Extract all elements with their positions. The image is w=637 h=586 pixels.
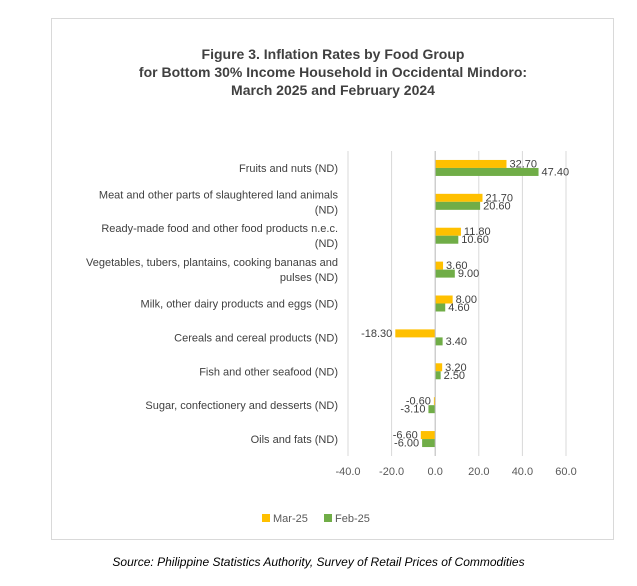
x-tick-label: 0.0 [428, 466, 443, 478]
legend-label: Mar-25 [273, 513, 308, 525]
category-label: Vegetables, tubers, plantains, cooking b… [86, 257, 338, 269]
chart-frame: Figure 3. Inflation Rates by Food Group f… [51, 18, 614, 540]
bar-mar-25 [395, 329, 436, 338]
x-tick-label: -40.0 [335, 466, 360, 478]
category-label: Oils and fats (ND) [251, 434, 338, 446]
inflation-bar-chart: Figure 3. Inflation Rates by Food Group f… [86, 46, 577, 525]
x-tick-label: 40.0 [512, 466, 533, 478]
bar-mar-25 [435, 261, 444, 270]
x-tick-label: -20.0 [379, 466, 404, 478]
data-label: 8.00 [456, 294, 477, 306]
source-note: Source: Philippine Statistics Authority,… [112, 555, 525, 569]
bar-mar-25 [435, 193, 483, 202]
legend-swatch-mar-25 [262, 514, 270, 522]
bar-feb-25 [435, 371, 441, 380]
data-label: -3.10 [400, 404, 425, 416]
chart-title-line: Figure 3. Inflation Rates by Food Group [202, 46, 465, 62]
bar-mar-25 [420, 431, 436, 440]
data-label: 3.40 [446, 336, 467, 348]
x-tick-label: 20.0 [468, 466, 489, 478]
category-label: pulses (ND) [280, 272, 338, 284]
data-label: 47.40 [542, 166, 570, 178]
x-tick-label: 60.0 [555, 466, 576, 478]
bar-feb-25 [435, 269, 455, 278]
category-label: Milk, other dairy products and eggs (ND) [141, 299, 338, 311]
bar-feb-25 [435, 337, 443, 346]
bar-mar-25 [435, 159, 507, 168]
data-label: 20.60 [483, 200, 511, 212]
bar-feb-25 [422, 439, 436, 448]
bar-feb-25 [435, 303, 446, 312]
chart-title-line: for Bottom 30% Income Household in Occid… [139, 64, 527, 80]
data-label: 2.50 [444, 370, 465, 382]
bar-mar-25 [435, 295, 453, 304]
data-label: 32.70 [509, 158, 537, 170]
category-label: Fruits and nuts (ND) [239, 163, 338, 175]
data-label: 4.60 [448, 302, 469, 314]
category-label: (ND) [315, 238, 338, 250]
data-label: 11.80 [464, 226, 491, 238]
data-label: 9.00 [458, 268, 479, 280]
chart-title-line: March 2025 and February 2024 [231, 82, 435, 98]
category-label: Meat and other parts of slaughtered land… [99, 189, 339, 201]
data-label: -6.00 [394, 438, 419, 450]
data-label: 10.60 [461, 234, 489, 246]
category-label: Cereals and cereal products (ND) [174, 332, 338, 344]
bar-feb-25 [435, 235, 459, 244]
category-label: Fish and other seafood (ND) [199, 366, 338, 378]
bar-feb-25 [435, 167, 539, 176]
legend-swatch-feb-25 [324, 514, 332, 522]
data-label: -18.30 [361, 328, 392, 340]
bar-feb-25 [435, 201, 481, 210]
bar-feb-25 [428, 405, 436, 414]
data-label: 21.70 [486, 192, 514, 204]
bar-mar-25 [433, 397, 436, 406]
category-label: Sugar, confectionery and desserts (ND) [145, 400, 338, 412]
data-label: -0.60 [406, 396, 431, 408]
category-label: Ready-made food and other food products … [101, 223, 338, 235]
legend-label: Feb-25 [335, 513, 370, 525]
data-label: -6.60 [393, 430, 418, 442]
bar-mar-25 [435, 363, 443, 372]
bar-mar-25 [435, 227, 461, 236]
data-label: 3.60 [446, 260, 467, 272]
data-label: 3.20 [445, 362, 466, 374]
category-label: (ND) [315, 204, 338, 216]
